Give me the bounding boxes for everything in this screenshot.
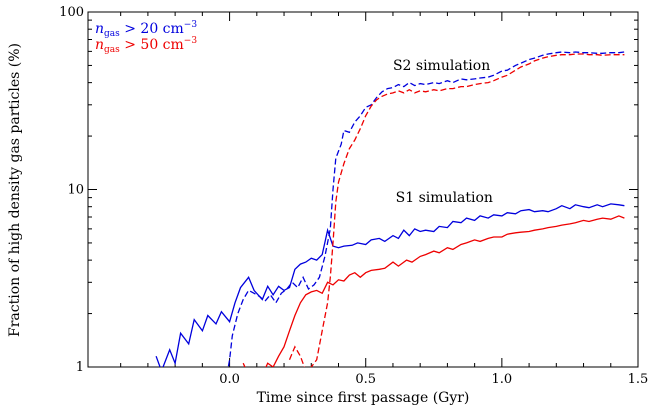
y-tick-label: 100 — [59, 5, 84, 20]
annotation-s2-simulation: S2 simulation — [393, 58, 490, 74]
x-tick-label: 1.0 — [492, 372, 513, 387]
series-line-0 — [155, 203, 625, 367]
plot-frame — [87, 11, 639, 368]
x-tick-label: 0.5 — [355, 372, 376, 387]
series-layer — [155, 51, 625, 367]
y-tick-label: 1 — [76, 360, 84, 375]
annotation-s1-simulation: S1 simulation — [396, 190, 493, 206]
series-line-1 — [242, 215, 625, 367]
tick-labels: 0.0 0.5 1.0 1.5 1 10 100 — [59, 5, 648, 387]
axis-ticks — [88, 11, 639, 368]
series-line-3 — [288, 53, 625, 367]
series-line-2 — [227, 51, 625, 367]
x-tick-label: 0.0 — [219, 372, 240, 387]
legend-entry: ngas > 50 cm−3 — [95, 36, 197, 55]
x-axis-label: Time since first passage (Gyr) — [257, 390, 470, 406]
legend-entry: ngas > 20 cm−3 — [95, 20, 197, 39]
y-axis-label: Fraction of high density gas particles (… — [7, 43, 23, 337]
y-tick-label: 10 — [67, 183, 84, 198]
x-tick-label: 1.5 — [628, 372, 648, 387]
